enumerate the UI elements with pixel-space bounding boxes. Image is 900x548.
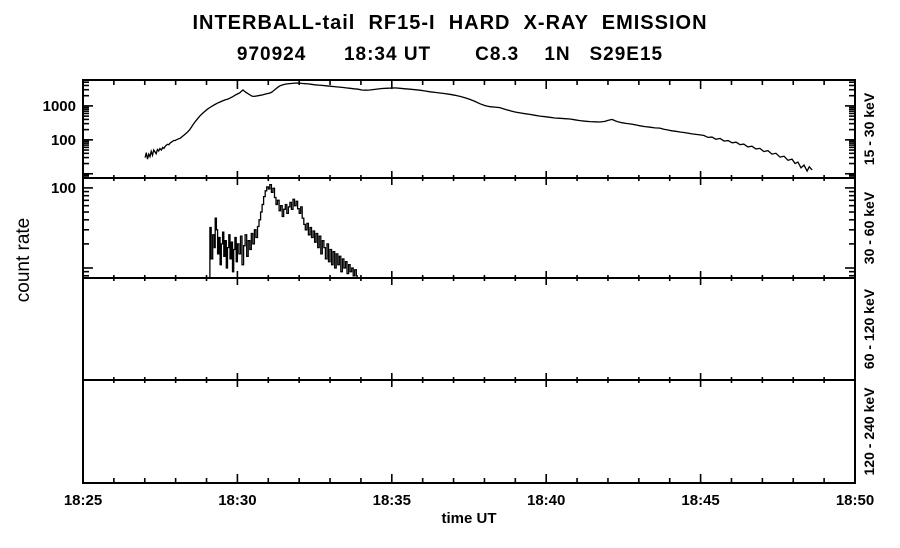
data-curve bbox=[144, 82, 813, 173]
x-tick-label: 18:35 bbox=[373, 492, 411, 509]
x-tick-label: 18:25 bbox=[64, 492, 102, 509]
band-label: 30 - 60 keV bbox=[861, 191, 877, 264]
x-tick-label: 18:50 bbox=[836, 492, 874, 509]
y-tick-label: 1000 bbox=[43, 98, 76, 115]
chart-subtitle: 970924 18:34 UT C8.3 1N S29E15 bbox=[236, 44, 664, 65]
band-label: 15 - 30 keV bbox=[861, 92, 877, 165]
plot-frame bbox=[82, 79, 856, 484]
band-label: 120 - 240 keV bbox=[861, 387, 877, 476]
x-tick-label: 18:30 bbox=[218, 492, 256, 509]
band-label: 60 - 120 keV bbox=[861, 288, 877, 369]
data-curve bbox=[209, 183, 358, 279]
y-tick-label: 100 bbox=[51, 132, 76, 149]
x-axis-label: time UT bbox=[441, 510, 497, 527]
y-tick-label: 100 bbox=[51, 180, 76, 197]
x-tick-label: 18:40 bbox=[527, 492, 565, 509]
chart-title: INTERBALL-tail RF15-I HARD X-RAY EMISSIO… bbox=[192, 12, 708, 34]
x-tick-label: 18:45 bbox=[681, 492, 719, 509]
